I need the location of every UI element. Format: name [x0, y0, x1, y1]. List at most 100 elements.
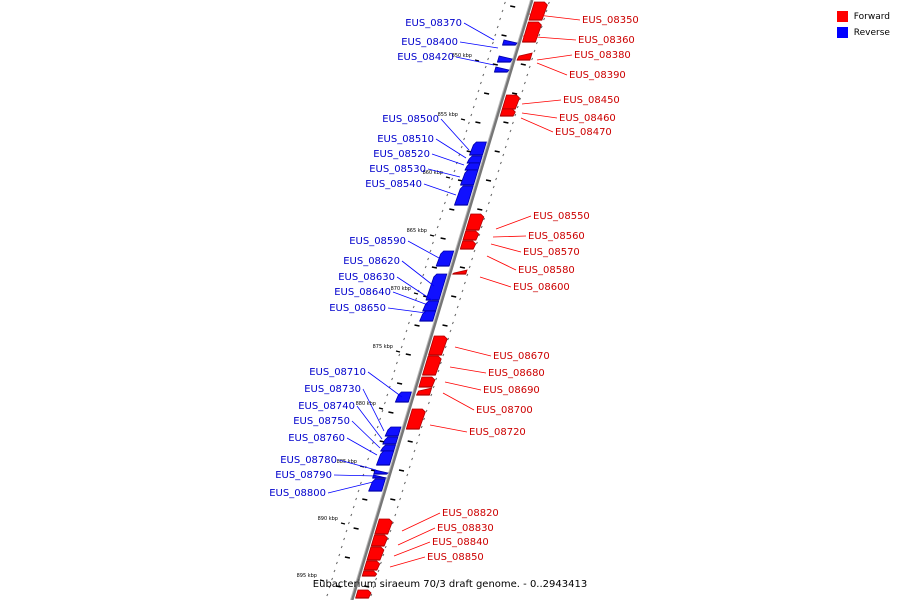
tick-mark [407, 321, 410, 325]
tick-mark [523, 81, 526, 85]
tick-mark [495, 177, 498, 181]
reverse-gene [493, 66, 510, 73]
forward-gene [499, 108, 516, 117]
forward-gene-label: EUS_08700 [476, 405, 533, 416]
tick-mark [399, 497, 402, 501]
tick-mark [503, 1, 506, 5]
forward-leader-line [401, 512, 441, 532]
kbp-label: 895 kbp [297, 573, 317, 579]
tick-mark [447, 337, 450, 341]
tick-mark [483, 217, 486, 221]
forward-gene [421, 355, 442, 376]
tick-mark [425, 409, 428, 413]
kbp-label: 890 kbp [318, 516, 338, 522]
tick-mark [460, 145, 463, 149]
forward-gene-label: EUS_08360 [578, 35, 635, 46]
forward-gene-label: EUS_08350 [582, 15, 639, 26]
tick-mark [394, 513, 397, 517]
reverse-gene-label: EUS_08650 [329, 303, 386, 314]
reverse-leader-line [362, 388, 385, 432]
tick-mark [444, 345, 447, 349]
reverse-gene-label: EUS_08520 [373, 149, 430, 160]
major-tick [388, 411, 394, 414]
reverse-leader-line [455, 56, 495, 66]
tick-mark [431, 241, 434, 245]
tick-mark [367, 457, 370, 461]
reverse-leader-line [351, 420, 381, 449]
forward-gene-label: EUS_08600 [513, 282, 570, 293]
major-tick [451, 295, 457, 298]
major-tick [431, 266, 438, 269]
forward-label: Forward [853, 11, 890, 22]
tick-mark [355, 497, 358, 501]
tick-mark [418, 433, 421, 437]
gene-labels: EUS_08350 EUS_08360 EUS_08380 EUS_08390 EUS_… [269, 15, 639, 563]
forward-gene [462, 230, 480, 241]
reverse-gene [419, 310, 437, 322]
reverse-gene [425, 273, 448, 301]
tick-mark [475, 241, 478, 245]
forward-leader-line [528, 13, 581, 21]
kbp-tick [429, 234, 435, 237]
kbp-label: 880 kbp [356, 401, 376, 407]
reverse-gene-label: EUS_08790 [275, 470, 332, 481]
tick-mark [420, 425, 423, 429]
reverse-gene [466, 155, 483, 164]
tick-mark [504, 145, 507, 149]
kbp-tick [319, 579, 325, 582]
major-tick [459, 266, 466, 269]
forward-leader-line [520, 117, 554, 133]
tick-mark [429, 249, 432, 253]
forward-leader-line [536, 54, 573, 61]
major-tick [485, 179, 492, 182]
forward-leader-line [495, 215, 532, 230]
tick-mark [439, 361, 442, 365]
tick-mark [484, 65, 487, 69]
tick-mark [459, 297, 462, 301]
reverse-gene [394, 391, 412, 403]
major-tick [414, 324, 420, 327]
tick-mark [485, 209, 488, 213]
kbp-label: 850 kbp [452, 53, 472, 59]
reverse-gene-label: EUS_08730 [304, 384, 361, 395]
tick-mark [435, 377, 438, 381]
tick-mark [545, 9, 548, 13]
tick-mark [531, 57, 534, 61]
tick-mark [494, 33, 497, 37]
tick-mark [384, 545, 387, 549]
tick-mark [393, 369, 396, 373]
reverse-leader-line [459, 41, 499, 49]
forward-gene-label: EUS_08670 [493, 351, 550, 362]
reverse-leader-line [440, 118, 470, 151]
forward-gene [370, 534, 388, 547]
major-tick [440, 237, 446, 240]
major-tick [494, 150, 500, 153]
reverse-gene [464, 162, 481, 171]
major-tick [336, 585, 342, 588]
tick-mark [411, 457, 414, 461]
tick-mark [389, 529, 392, 533]
kbp-tick [445, 176, 451, 179]
tick-mark [516, 105, 519, 109]
tick-mark [451, 321, 454, 325]
reverse-gene-label: EUS_08780 [280, 455, 337, 466]
tick-mark [383, 401, 386, 405]
reverse-gene [496, 55, 513, 63]
forward-gene-label: EUS_08830 [437, 523, 494, 534]
reverse-leader-line [333, 474, 377, 477]
kbp-label: 870 kbp [391, 286, 411, 292]
reverse-leader-line [367, 371, 403, 398]
forward-gene [465, 213, 485, 231]
forward-gene [516, 52, 533, 61]
tick-mark [449, 329, 452, 333]
major-tick [503, 121, 509, 124]
tick-mark [427, 257, 430, 261]
forward-gene-label: EUS_08380 [574, 50, 631, 61]
tick-mark [442, 353, 445, 357]
reverse-gene-label: EUS_08530 [369, 164, 426, 175]
kbp-tick [395, 350, 401, 353]
forward-gene-label: EUS_08570 [523, 247, 580, 258]
tick-mark [499, 161, 502, 165]
tick-mark [446, 193, 449, 197]
tick-mark [374, 433, 377, 437]
